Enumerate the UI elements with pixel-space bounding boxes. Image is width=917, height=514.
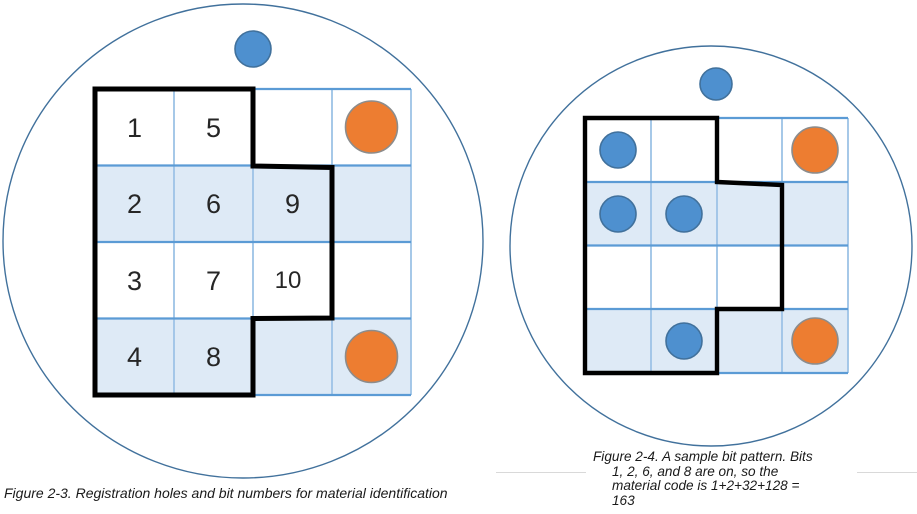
caption-line: material code is 1+2+32+128 = <box>612 478 800 494</box>
figure-2-3-diagram: 1 5 2 6 9 3 7 10 4 8 <box>2 3 484 479</box>
bit-number-8: 8 <box>206 342 221 372</box>
registration-hole-orange-bottom-icon <box>791 317 839 365</box>
registration-hole-orange-bottom-icon <box>344 329 399 384</box>
registration-hole-top-icon <box>699 67 733 101</box>
bit-number-5: 5 <box>206 113 221 143</box>
bit-hole-1-icon <box>599 131 637 169</box>
figure-2-4-caption: Figure 2-4. A sample bit pattern. Bits 1… <box>586 449 857 510</box>
bit-hole-2-icon <box>599 195 637 233</box>
registration-hole-orange-top-icon <box>791 126 839 174</box>
bit-hole-8-icon <box>665 322 703 360</box>
bit-number-10: 10 <box>275 267 302 294</box>
caption-line: 1, 2, 6, and 8 are on, so the <box>612 463 779 479</box>
bit-number-2: 2 <box>127 189 142 219</box>
bit-number-4: 4 <box>127 342 142 372</box>
registration-hole-orange-top-icon <box>344 100 399 154</box>
figure-2-3-caption: Figure 2-3. Registration holes and bit n… <box>4 485 448 501</box>
bit-hole-6-icon <box>665 195 703 233</box>
bit-number-7: 7 <box>206 266 221 296</box>
bit-region-outline <box>582 115 785 376</box>
bit-number-3: 3 <box>127 266 142 296</box>
caption-line: Figure 2-4. A sample bit pattern. Bits <box>593 449 813 464</box>
bit-region-outline <box>92 86 335 398</box>
bit-number-6: 6 <box>206 189 221 219</box>
caption-line: 163 <box>612 493 635 509</box>
bit-number-1: 1 <box>127 113 142 143</box>
figure-2-4-diagram <box>509 45 913 447</box>
bit-number-9: 9 <box>285 189 300 219</box>
registration-hole-top-icon <box>234 30 272 68</box>
